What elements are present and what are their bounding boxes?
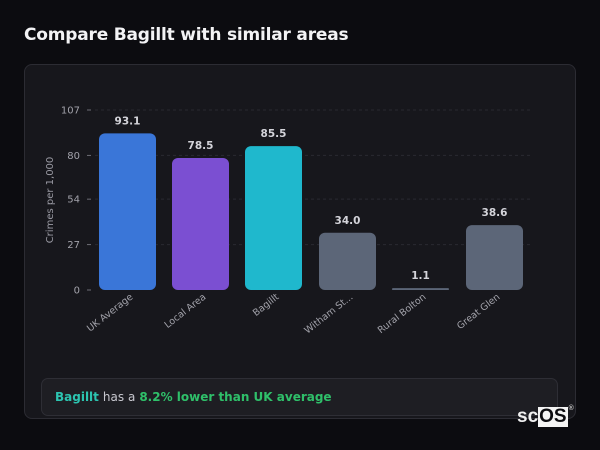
- x-tick-label: Witham St...: [302, 292, 355, 337]
- bar-value-label: 93.1: [115, 115, 141, 127]
- bar-local-area[interactable]: [172, 157, 229, 290]
- x-axis: UK Average Local Area Bagillt Witham St... R…: [85, 292, 502, 337]
- gridlines: [95, 109, 530, 246]
- bars: 93.1 78.5 85.5 34.0 1.1 38.6: [99, 115, 523, 290]
- x-tick-label: Local Area: [163, 292, 209, 331]
- y-tick-label: 80: [67, 151, 80, 162]
- x-tick-label: Great Glen: [455, 292, 502, 332]
- x-tick-label: Rural Bolton: [376, 292, 429, 336]
- comparison-callout: Bagillt has a 8.2% lower than UK average: [41, 378, 558, 416]
- bar-uk-average[interactable]: [99, 133, 156, 290]
- bar-value-label: 78.5: [188, 140, 214, 152]
- brand-logo: sc OS ®: [517, 405, 574, 427]
- logo-prefix: sc: [517, 406, 539, 427]
- bar-value-label: 85.5: [261, 128, 287, 140]
- callout-text: has a: [102, 390, 136, 404]
- y-tick-label: 27: [67, 240, 80, 251]
- logo-inverted: OS: [538, 406, 568, 427]
- bar-witham-st[interactable]: [319, 232, 376, 290]
- page-title: Compare Bagillt with similar areas: [24, 25, 349, 45]
- bar-value-label: 34.0: [335, 215, 361, 227]
- y-tick-label: 0: [74, 286, 80, 297]
- bar-bagillt[interactable]: [245, 146, 302, 290]
- y-tick-label: 107: [61, 106, 80, 117]
- bar-great-glen[interactable]: [466, 225, 523, 290]
- registered-mark-icon: ®: [568, 405, 574, 412]
- y-axis-label: Crimes per 1,000: [45, 157, 56, 244]
- callout-area-name: Bagillt: [55, 390, 99, 404]
- bar-value-label: 38.6: [482, 207, 508, 219]
- bar-value-label: 1.1: [411, 270, 430, 282]
- x-tick-label: Bagillt: [251, 292, 282, 319]
- y-axis: 0 27 54 80 107: [61, 106, 91, 297]
- bar-rural-bolton[interactable]: [392, 288, 449, 290]
- x-tick-label: UK Average: [85, 292, 135, 335]
- callout-delta: 8.2% lower than UK average: [139, 390, 332, 404]
- y-tick-label: 54: [67, 195, 80, 206]
